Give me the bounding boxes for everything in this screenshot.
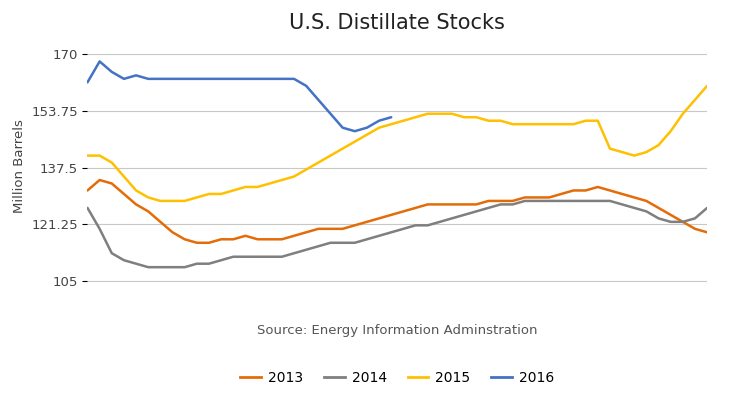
2014	[496, 202, 505, 207]
2013	[192, 240, 201, 245]
2013	[83, 188, 92, 193]
Line: 2015: 2015	[87, 86, 707, 201]
2014	[144, 265, 152, 270]
2014	[521, 198, 529, 203]
2016	[375, 118, 383, 123]
2015	[472, 115, 480, 119]
2014	[132, 261, 141, 266]
Line: 2013: 2013	[87, 180, 707, 243]
2016	[83, 80, 92, 85]
2013	[95, 177, 104, 182]
Line: 2014: 2014	[87, 201, 707, 267]
2013	[399, 209, 408, 214]
2015	[387, 122, 396, 127]
2013	[326, 226, 335, 231]
2013	[144, 209, 152, 214]
2013	[703, 230, 712, 235]
Legend: 2013, 2014, 2015, 2016: 2013, 2014, 2015, 2016	[235, 365, 560, 390]
2014	[424, 223, 432, 228]
Text: Source: Energy Information Adminstration: Source: Energy Information Adminstration	[257, 324, 537, 337]
2014	[703, 205, 712, 210]
Line: 2016: 2016	[87, 62, 391, 131]
2015	[496, 118, 505, 123]
2013	[484, 198, 493, 203]
2014	[472, 209, 480, 214]
2016	[132, 73, 141, 78]
Y-axis label: Million Barrels: Million Barrels	[12, 119, 26, 213]
2013	[508, 198, 517, 203]
2016	[302, 83, 311, 88]
2015	[83, 153, 92, 158]
2014	[83, 205, 92, 210]
2015	[703, 83, 712, 88]
2015	[666, 129, 675, 134]
2015	[314, 160, 323, 165]
2015	[132, 188, 141, 193]
2015	[156, 198, 165, 203]
2014	[314, 244, 323, 249]
2014	[387, 230, 396, 235]
2013	[435, 202, 444, 207]
Title: U.S. Distillate Stocks: U.S. Distillate Stocks	[289, 13, 505, 33]
